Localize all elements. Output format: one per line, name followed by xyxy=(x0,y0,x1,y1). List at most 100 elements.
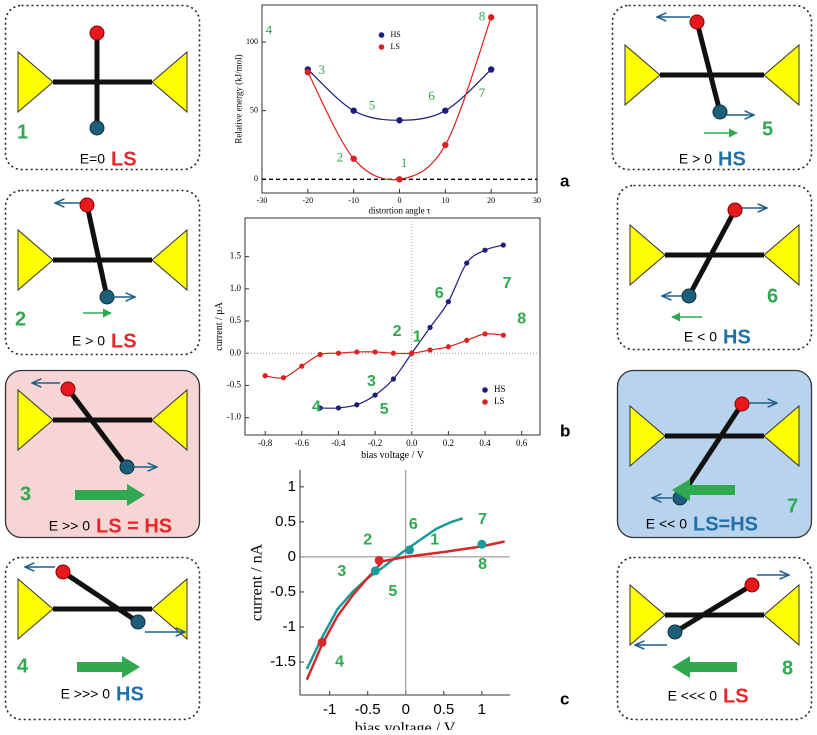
annotation: 1 xyxy=(413,328,422,345)
data-point xyxy=(350,107,357,114)
triangle xyxy=(624,43,661,107)
y-tick-label: 1.0 xyxy=(230,283,242,293)
legend-marker xyxy=(482,387,488,393)
plot-frame xyxy=(244,217,541,436)
data-point xyxy=(317,351,323,358)
annotation: 4 xyxy=(312,399,321,416)
y-tick-label: 0.0 xyxy=(230,347,242,357)
annotation: 3 xyxy=(337,563,346,580)
x-tick-label: -1 xyxy=(323,701,336,718)
energy-label: E > 0 xyxy=(72,333,105,349)
state-label: LS xyxy=(111,148,137,170)
chart: -0.8 -0.6 -0.4 -0.2 0.0 0.2 0.4 0.6 -1.0 -0.5 0.0 0… xyxy=(214,217,570,461)
y-axis-label: current / μA xyxy=(214,301,225,350)
x-tick-label: 1 xyxy=(478,701,486,718)
annotation: 8 xyxy=(479,8,486,23)
panel: 2 E > 0 LS xyxy=(4,189,201,356)
panel-box xyxy=(616,369,813,539)
red-ball xyxy=(727,202,743,218)
panel-number: 4 xyxy=(17,655,29,677)
triangle xyxy=(151,228,188,292)
annotation: 4 xyxy=(335,653,344,670)
state-label: LS = HS xyxy=(96,515,172,537)
data-point xyxy=(464,260,470,266)
data-point xyxy=(304,69,312,76)
legend-marker xyxy=(482,399,488,405)
data-point xyxy=(390,350,397,356)
triangle xyxy=(629,404,666,468)
panel-box xyxy=(616,184,813,351)
panel: 8 E <<< 0 LS xyxy=(616,556,813,721)
data-point xyxy=(487,66,495,73)
x-tick-label: 0.0 xyxy=(406,438,418,448)
panel-box xyxy=(616,556,813,721)
panel: 1 E=0 LS xyxy=(4,4,201,171)
state-label: HS xyxy=(718,148,746,170)
triangle xyxy=(629,223,666,287)
rod xyxy=(686,208,738,298)
triangle xyxy=(17,577,54,641)
blue-ball xyxy=(130,614,146,630)
annotation: 5 xyxy=(388,583,397,600)
x-tick-label: 0 xyxy=(398,196,402,205)
energy-label: E > 0 xyxy=(679,151,712,167)
rod xyxy=(673,582,754,635)
data-point xyxy=(500,332,506,338)
thick-arrow xyxy=(672,479,735,501)
annotation: 6 xyxy=(409,516,418,533)
annotation: 2 xyxy=(337,150,344,165)
blue-ball xyxy=(119,459,135,475)
data-point xyxy=(396,117,403,124)
state-label: HS xyxy=(723,326,751,348)
x-tick-label: -30 xyxy=(257,196,268,205)
rod xyxy=(84,204,110,298)
x-tick-label: 0.2 xyxy=(443,438,454,448)
y-tick-label: 0.5 xyxy=(230,315,242,325)
y-tick-label: 100 xyxy=(246,37,258,46)
thick-arrow xyxy=(672,656,737,678)
data-point xyxy=(482,247,488,253)
rod xyxy=(61,569,140,625)
annotation: 1 xyxy=(430,531,439,548)
y-tick-label: 1.5 xyxy=(230,251,242,261)
y-tick-label: 0 xyxy=(254,174,258,183)
data-point xyxy=(262,373,268,379)
panel-letter: b xyxy=(560,421,570,440)
red-ball xyxy=(60,381,76,397)
panel-number: 8 xyxy=(782,657,793,679)
x-axis-label: bias voltage / V xyxy=(355,720,456,730)
data-point xyxy=(445,344,451,350)
series-line xyxy=(305,517,464,670)
state-label: LS xyxy=(723,685,749,707)
chart: -1 -0.5 0 0.5 1 -1.5 -1 -0.5 0 0.5 1 bias voltage /… xyxy=(249,470,569,735)
annotation: 8 xyxy=(517,310,526,327)
thick-arrow xyxy=(77,656,140,678)
triangle xyxy=(17,228,54,292)
data-point xyxy=(354,402,360,408)
legend-label: LS xyxy=(494,396,505,406)
blue-ball xyxy=(667,624,683,640)
data-point xyxy=(335,405,342,411)
x-tick-label: -0.6 xyxy=(295,438,310,448)
data-point xyxy=(370,566,380,576)
plot-area xyxy=(262,242,506,411)
red-ball xyxy=(89,25,105,41)
triangle xyxy=(763,223,800,287)
legend-marker xyxy=(378,32,385,38)
red-ball xyxy=(744,577,760,593)
annotation: 3 xyxy=(367,373,376,390)
panel: 4 E >>> 0 HS xyxy=(4,556,201,721)
data-point xyxy=(299,363,305,369)
annotation: 4 xyxy=(266,22,273,37)
triangle xyxy=(763,404,800,468)
rod xyxy=(66,387,129,469)
annotation: 5 xyxy=(380,401,389,418)
data-point xyxy=(487,14,495,21)
plot-area xyxy=(304,14,495,183)
panel-number: 7 xyxy=(787,495,798,517)
rod xyxy=(694,21,723,113)
state-label: HS xyxy=(116,683,144,705)
x-tick-label: -20 xyxy=(302,196,313,205)
data-point xyxy=(372,392,378,398)
